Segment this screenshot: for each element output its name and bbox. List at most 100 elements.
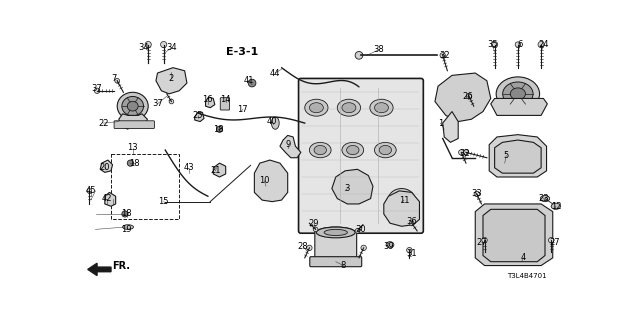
Circle shape [548,237,554,243]
Circle shape [216,126,223,132]
Polygon shape [495,140,541,173]
Polygon shape [483,209,545,262]
Text: 32: 32 [459,149,470,158]
Text: 26: 26 [462,92,473,101]
FancyBboxPatch shape [114,121,154,129]
Text: 30: 30 [355,225,366,234]
Text: 43: 43 [183,163,194,172]
Circle shape [248,79,256,87]
Text: 10: 10 [259,176,269,185]
Ellipse shape [342,142,364,158]
Circle shape [169,99,174,104]
Polygon shape [254,160,288,202]
Circle shape [467,93,472,99]
Circle shape [482,237,487,243]
Text: 36: 36 [406,217,417,226]
FancyBboxPatch shape [310,257,362,267]
Text: 41: 41 [244,76,254,85]
Circle shape [122,211,128,217]
Text: 19: 19 [121,225,132,234]
Polygon shape [195,112,204,122]
Ellipse shape [379,145,392,155]
Text: 16: 16 [203,95,213,105]
Ellipse shape [347,145,359,155]
Text: 32: 32 [439,51,449,60]
FancyBboxPatch shape [220,98,230,110]
Text: 4: 4 [521,253,526,262]
Text: 18: 18 [212,125,223,134]
Ellipse shape [271,117,279,129]
Polygon shape [105,192,116,206]
Circle shape [355,52,363,59]
Text: 22: 22 [98,119,109,128]
Circle shape [474,191,479,196]
Polygon shape [435,73,491,122]
Text: 27: 27 [476,238,487,247]
Polygon shape [205,97,215,108]
Ellipse shape [324,229,348,236]
Circle shape [307,245,312,251]
Text: 18: 18 [121,210,132,219]
Circle shape [440,53,445,58]
Text: 37: 37 [92,84,102,93]
Ellipse shape [386,242,394,248]
Circle shape [127,160,134,166]
Ellipse shape [127,101,138,111]
Ellipse shape [510,88,525,100]
Text: 29: 29 [309,219,319,228]
Text: 9: 9 [285,140,291,149]
Text: 13: 13 [127,143,138,152]
Text: E-3-1: E-3-1 [226,47,258,57]
Ellipse shape [122,96,143,116]
Text: 20: 20 [100,163,110,172]
Ellipse shape [309,103,323,113]
Text: 45: 45 [86,186,96,195]
Polygon shape [491,99,547,116]
Polygon shape [384,191,419,226]
Text: 15: 15 [159,197,169,206]
Ellipse shape [496,77,540,111]
Text: 40: 40 [267,117,278,126]
Ellipse shape [394,193,410,207]
Text: 3: 3 [345,184,350,193]
Text: 31: 31 [406,250,417,259]
Ellipse shape [374,103,388,113]
Circle shape [115,78,120,83]
Polygon shape [280,135,301,158]
Circle shape [410,221,414,226]
Text: 1: 1 [438,119,443,128]
Text: 14: 14 [220,95,231,105]
Circle shape [145,42,151,48]
Text: 28: 28 [298,242,308,251]
Text: 8: 8 [341,261,346,270]
Text: 23: 23 [538,194,548,203]
Polygon shape [443,112,458,142]
Text: 5: 5 [504,151,509,160]
Text: 12: 12 [550,202,561,211]
Polygon shape [489,135,547,177]
FancyBboxPatch shape [315,231,356,263]
FancyBboxPatch shape [298,78,423,233]
Polygon shape [213,163,226,177]
Circle shape [515,42,520,47]
Circle shape [459,150,464,155]
Circle shape [161,42,167,48]
Text: 11: 11 [399,196,409,204]
Text: 21: 21 [211,166,221,175]
Text: 33: 33 [472,189,482,198]
Circle shape [355,228,360,233]
Polygon shape [476,204,553,266]
Text: 39: 39 [383,242,394,251]
Text: 34: 34 [166,43,177,52]
Text: 34: 34 [138,43,149,52]
Circle shape [313,227,318,232]
Ellipse shape [370,99,393,116]
Text: 35: 35 [487,40,498,49]
Text: 18: 18 [129,159,140,168]
Polygon shape [100,160,113,172]
Circle shape [87,188,92,193]
Text: 24: 24 [538,40,548,49]
Ellipse shape [337,99,360,116]
Circle shape [463,150,468,155]
Ellipse shape [342,103,356,113]
